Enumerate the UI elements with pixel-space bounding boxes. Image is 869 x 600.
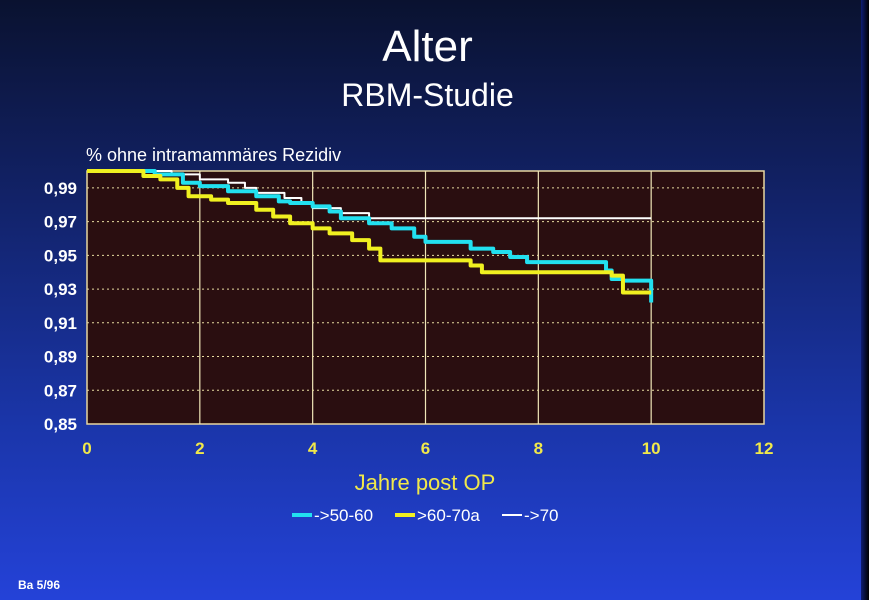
series-lines — [87, 169, 654, 303]
footnote: Ba 5/96 — [18, 578, 61, 592]
series-line-0 — [87, 169, 654, 303]
grid-lines — [87, 171, 764, 424]
x-tick-label-6: 12 — [755, 439, 774, 458]
y-tick-label-0: 0,85 — [44, 415, 77, 434]
x-tick-label-1: 2 — [195, 439, 204, 458]
x-tick-labels: 0 2 4 6 8 10 12 — [82, 439, 773, 458]
y-tick-labels: 0,85 0,87 0,89 0,91 0,93 0,95 0,97 0,99 — [44, 179, 77, 434]
y-tick-label-7: 0,99 — [44, 179, 77, 198]
legend-label-2: ->70 — [524, 506, 559, 525]
x-tick-label-5: 10 — [642, 439, 661, 458]
y-tick-label-5: 0,95 — [44, 246, 77, 265]
legend-label-1: >60-70a — [417, 506, 480, 525]
x-axis-label: Jahre post OP — [355, 470, 496, 495]
y-tick-label-1: 0,87 — [44, 381, 77, 400]
legend-label-0: ->50-60 — [314, 506, 373, 525]
y-tick-label-2: 0,89 — [44, 348, 77, 367]
series-line-1 — [87, 169, 652, 295]
y-tick-label-6: 0,97 — [44, 213, 77, 232]
y-tick-label-3: 0,91 — [44, 314, 77, 333]
page-subtitle: RBM-Studie — [341, 77, 514, 113]
y-axis-label: % ohne intramammäres Rezidiv — [86, 145, 341, 165]
page-title: Alter — [382, 22, 473, 71]
x-tick-label-3: 6 — [421, 439, 430, 458]
x-tick-label-2: 4 — [308, 439, 318, 458]
y-tick-label-4: 0,93 — [44, 280, 77, 299]
x-tick-label-0: 0 — [82, 439, 91, 458]
right-edge-shadow — [861, 0, 869, 600]
x-tick-label-4: 8 — [534, 439, 543, 458]
legend: ->50-60 >60-70a ->70 — [292, 506, 559, 525]
